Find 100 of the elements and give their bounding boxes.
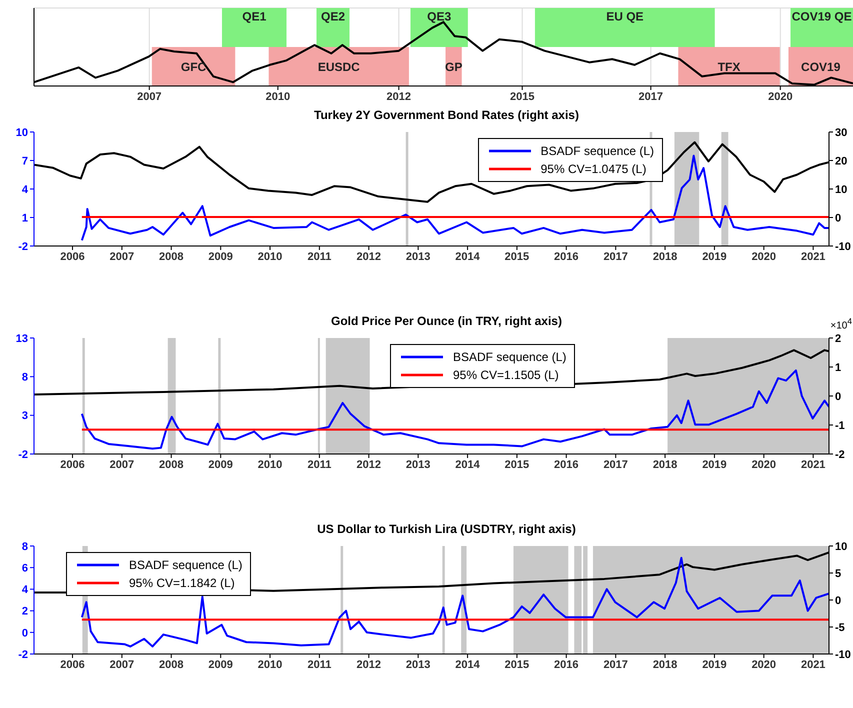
- y-tick-label: -2: [18, 448, 28, 461]
- x-tick-label: 2006: [60, 250, 85, 263]
- legend-label: BSADF sequence (L): [453, 350, 566, 364]
- x-tick-label: 2009: [208, 658, 233, 671]
- x-tick-label: 2020: [752, 250, 776, 263]
- y2-tick-label: 0: [835, 594, 842, 607]
- y2-tick-label: 0: [835, 212, 842, 224]
- line-series: [80, 369, 829, 450]
- x-tick-label: 2011: [307, 250, 332, 263]
- x-tick-label: 2008: [159, 250, 184, 263]
- x-tick-label: 2009: [208, 458, 233, 471]
- x-tick-label: 2013: [406, 658, 430, 671]
- legend-label: 95% CV=1.0475 (L): [540, 162, 646, 176]
- x-tick-label: 2012: [356, 250, 382, 263]
- x-tick-label: 2017: [603, 658, 628, 671]
- x-tick-label: 2013: [406, 458, 430, 471]
- x-tick-label: 2008: [159, 658, 184, 671]
- band-label: EUSDC: [318, 60, 360, 74]
- band-label: GP: [444, 60, 462, 74]
- y-tick-label: 10: [16, 126, 28, 139]
- x-tick-label: 2006: [60, 458, 85, 471]
- x-tick-label: 2007: [110, 658, 134, 671]
- x-tick-label: 2012: [356, 658, 382, 671]
- legend-label: BSADF sequence (L): [540, 144, 654, 158]
- y2-tick-label: 1: [835, 362, 842, 374]
- x-tick-label: 2018: [652, 458, 678, 471]
- chart-title: Turkey 2Y Government Bond Rates (right axis): [313, 108, 580, 124]
- x-tick-label: 2007: [110, 458, 134, 471]
- band-label: COV19: [801, 60, 841, 74]
- x-tick-label: 2014: [455, 658, 481, 671]
- band-label: COV19 QE: [792, 10, 852, 24]
- band-label: TFX: [718, 60, 740, 74]
- y-tick-label: -2: [18, 240, 28, 253]
- x-tick-label: 2012: [386, 90, 412, 103]
- y2-tick-label: 10: [835, 540, 848, 553]
- x-tick-label: 2007: [137, 90, 162, 103]
- x-tick-label: 2008: [159, 458, 184, 471]
- x-tick-label: 2015: [510, 90, 534, 103]
- x-tick-label: 2015: [504, 250, 530, 263]
- band-label: QE2: [320, 10, 346, 24]
- y2-tick-label: -2: [835, 448, 845, 461]
- band-label: QE1: [242, 10, 267, 24]
- x-tick-label: 2019: [702, 458, 727, 471]
- y-tick-label: 7: [22, 155, 28, 168]
- legend-label: 95% CV=1.1505 (L): [453, 368, 559, 382]
- y-tick-label: -2: [18, 648, 28, 661]
- x-tick-label: 2012: [356, 458, 382, 471]
- legend-label: 95% CV=1.1842 (L): [129, 576, 235, 590]
- y-tick-label: 3: [22, 410, 28, 422]
- y2-tick-label: -10: [835, 648, 851, 661]
- x-tick-label: 2015: [504, 658, 530, 671]
- chart-title: Gold Price Per Ounce (in TRY, right axis): [331, 314, 562, 328]
- x-tick-label: 2019: [702, 658, 727, 671]
- x-tick-label: 2020: [752, 458, 776, 471]
- x-tick-label: 2011: [307, 658, 332, 671]
- x-tick-label: 2019: [702, 250, 727, 263]
- y2-tick-label: -5: [835, 622, 845, 634]
- y2-tick-label: 5: [835, 568, 842, 580]
- y2-tick-label: 20: [835, 155, 848, 168]
- x-tick-label: 2017: [603, 250, 628, 263]
- x-tick-label: 2017: [603, 458, 628, 471]
- x-tick-label: 2010: [258, 658, 282, 671]
- y-tick-label: 1: [22, 212, 28, 224]
- legend-label: BSADF sequence (L): [129, 558, 242, 572]
- x-tick-label: 2021: [800, 250, 826, 263]
- y-tick-label: 4: [22, 584, 29, 596]
- y-tick-label: 8: [22, 372, 28, 384]
- x-tick-label: 2017: [638, 90, 664, 103]
- y2-tick-label: 0: [835, 390, 842, 403]
- x-tick-label: 2021: [800, 658, 826, 671]
- x-tick-label: 2018: [652, 658, 678, 671]
- band-label: QE3: [427, 10, 452, 24]
- band-label: GFC: [180, 60, 207, 74]
- chart-title: US Dollar to Turkish Lira (USDTRY, right axis): [316, 522, 577, 538]
- x-tick-label: 2014: [455, 250, 481, 263]
- x-tick-label: 2010: [258, 458, 282, 471]
- x-tick-label: 2020: [752, 658, 776, 671]
- y-tick-label: 6: [22, 562, 28, 575]
- y-tick-label: 4: [22, 184, 29, 196]
- x-tick-label: 2006: [60, 658, 85, 671]
- x-tick-label: 2009: [208, 250, 233, 263]
- x-tick-label: 2013: [406, 250, 430, 263]
- x-tick-label: 2011: [307, 458, 332, 471]
- y2-tick-label: 30: [835, 126, 848, 139]
- y2-tick-label: 10: [835, 184, 848, 196]
- x-tick-label: 2016: [554, 250, 579, 263]
- y2-tick-label: 2: [835, 332, 842, 345]
- x-tick-label: 2020: [768, 90, 793, 103]
- y-tick-label: 0: [22, 627, 28, 640]
- x-tick-label: 2018: [652, 250, 678, 263]
- x-tick-label: 2014: [455, 458, 481, 471]
- band-label: EU QE: [606, 10, 644, 24]
- x-tick-label: 2015: [504, 458, 530, 471]
- y2-tick-label: -1: [835, 420, 845, 432]
- x-tick-label: 2016: [554, 658, 579, 671]
- line-series: [80, 556, 829, 648]
- y-tick-label: 2: [22, 606, 28, 618]
- x-tick-label: 2007: [110, 250, 134, 263]
- y-tick-label: 13: [16, 332, 28, 345]
- y-tick-label: 8: [22, 540, 28, 553]
